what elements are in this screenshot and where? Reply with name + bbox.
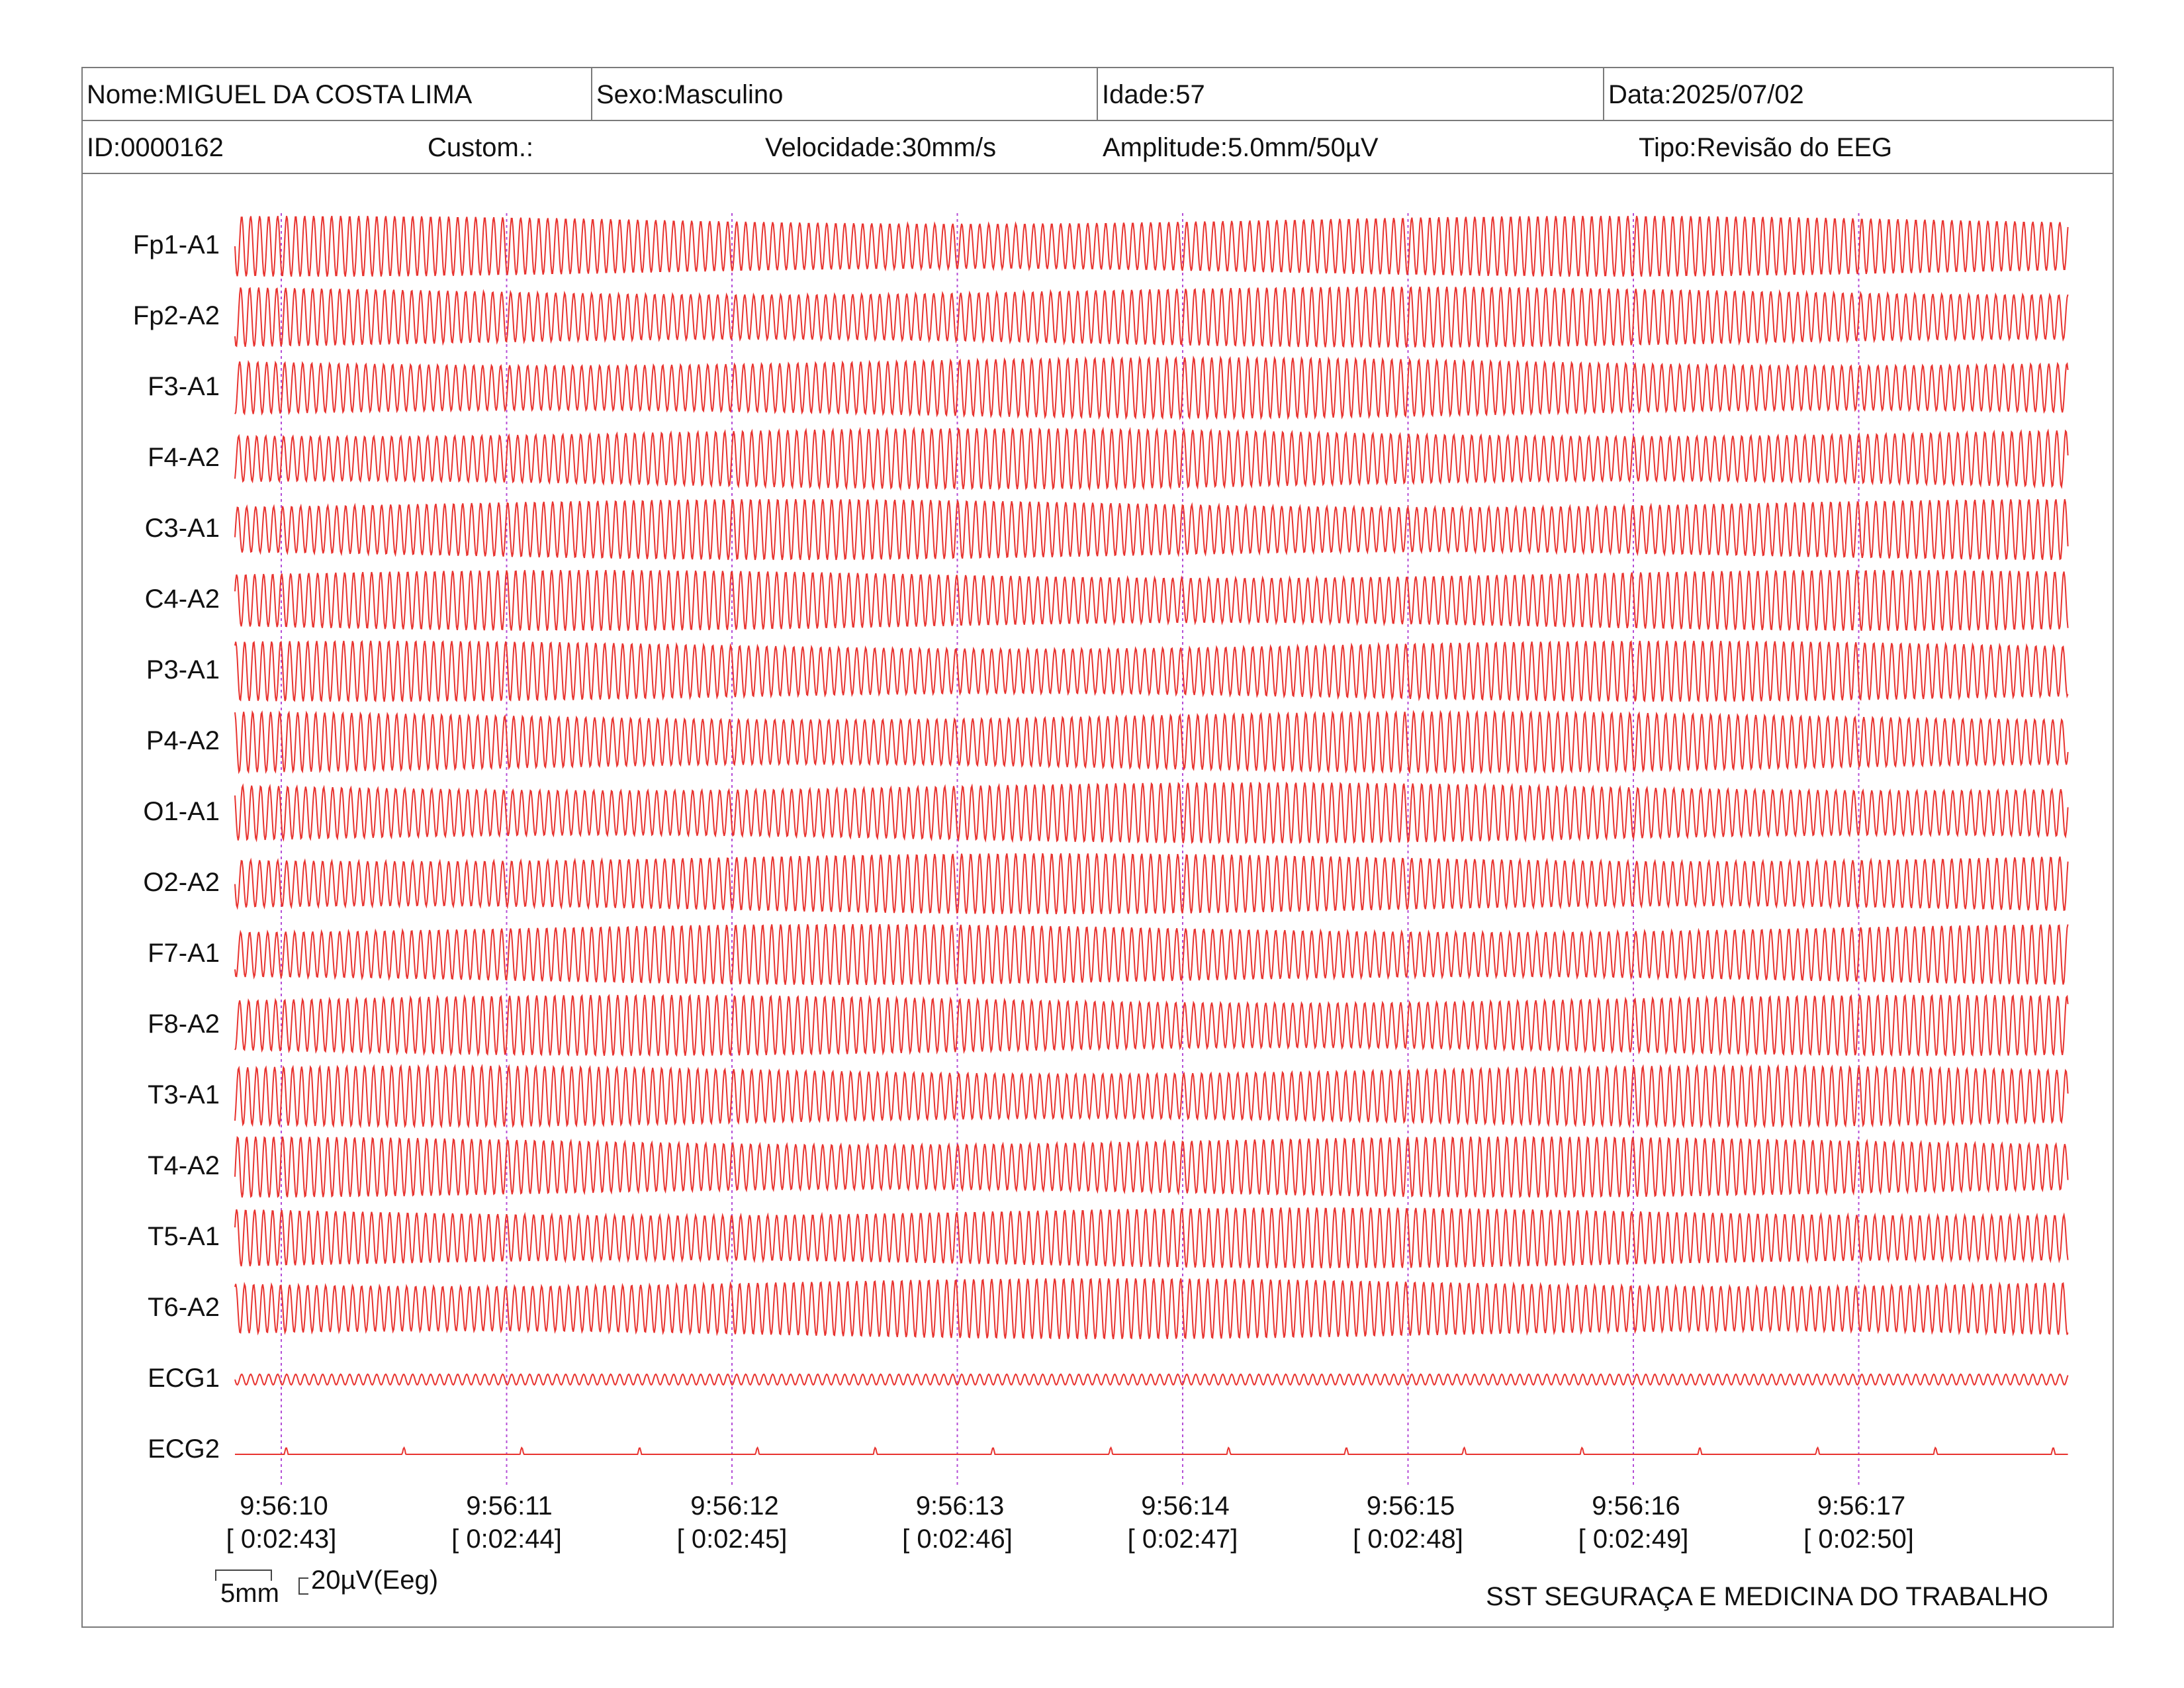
time-mark-elapsed: [ 0:02:50] xyxy=(1803,1524,1914,1554)
time-mark-clock: 9:56:17 xyxy=(1817,1491,1906,1521)
channel-label: O2-A2 xyxy=(143,868,220,897)
channel-label: F8-A2 xyxy=(148,1009,220,1039)
channel-label: Fp2-A2 xyxy=(132,301,220,330)
exam-type: Tipo:Revisão do EEG xyxy=(1639,133,1893,162)
time-mark-elapsed: [ 0:02:43] xyxy=(226,1524,337,1554)
channel-label: T5-A1 xyxy=(148,1222,220,1251)
header-row-patient: Nome:MIGUEL DA COSTA LIMA Sexo:Masculino… xyxy=(83,68,2113,121)
time-mark-clock: 9:56:13 xyxy=(915,1491,1005,1521)
exam-date: Data:2025/07/02 xyxy=(1603,68,2113,120)
speed-setting: Velocidade:30mm/s xyxy=(765,133,997,162)
channel-trace xyxy=(234,923,2069,986)
channel-trace xyxy=(234,215,2069,277)
channel-trace xyxy=(234,781,2069,845)
channel-trace xyxy=(234,1135,2069,1199)
channel-trace xyxy=(234,355,2069,421)
time-mark-clock: 9:56:11 xyxy=(466,1491,553,1521)
channel-label: F7-A1 xyxy=(148,939,220,968)
channel-trace xyxy=(234,498,2069,561)
patient-name: Nome:MIGUEL DA COSTA LIMA xyxy=(87,80,473,109)
channel-trace xyxy=(234,426,2069,491)
time-mark-clock: 9:56:10 xyxy=(240,1491,328,1521)
channel-label: T6-A2 xyxy=(148,1293,220,1322)
channel-label: ECG1 xyxy=(148,1364,220,1393)
channel-label: T4-A2 xyxy=(148,1151,220,1180)
channel-trace xyxy=(234,1064,2069,1129)
time-mark-clock: 9:56:14 xyxy=(1141,1491,1230,1521)
time-mark-elapsed: [ 0:02:47] xyxy=(1127,1524,1238,1554)
channel-label: F3-A1 xyxy=(148,372,220,401)
channel-trace xyxy=(234,569,2069,632)
channel-trace xyxy=(234,994,2069,1057)
channel-trace xyxy=(234,1278,2069,1340)
channel-label: T3-A1 xyxy=(148,1080,220,1109)
time-mark-clock: 9:56:15 xyxy=(1366,1491,1455,1521)
channel-trace xyxy=(234,286,2069,348)
time-mark-clock: 9:56:12 xyxy=(690,1491,779,1521)
channel-label: Fp1-A1 xyxy=(132,230,220,259)
time-mark-elapsed: [ 0:02:46] xyxy=(902,1524,1013,1554)
report-sheet: Nome:MIGUEL DA COSTA LIMA Sexo:Masculino… xyxy=(81,67,2114,1628)
channel-label: P4-A2 xyxy=(146,726,220,755)
patient-age: Idade:57 xyxy=(1097,68,1603,120)
time-mark-elapsed: [ 0:02:48] xyxy=(1353,1524,1463,1554)
custom-field: Custom.: xyxy=(428,133,534,162)
channel-label: C3-A1 xyxy=(144,514,220,543)
amplitude-setting: Amplitude:5.0mm/50µV xyxy=(1103,133,1379,162)
channel-label: O1-A1 xyxy=(143,797,220,826)
time-mark-elapsed: [ 0:02:44] xyxy=(451,1524,562,1554)
channel-label: ECG2 xyxy=(148,1434,220,1464)
header-row-settings: ID:0000162 Custom.: Velocidade:30mm/s Am… xyxy=(83,121,2113,174)
channel-trace xyxy=(235,1446,2068,1455)
scale-time-label: 5mm xyxy=(220,1579,279,1608)
channel-trace xyxy=(234,710,2069,774)
channel-label: P3-A1 xyxy=(146,655,220,684)
time-mark-clock: 9:56:16 xyxy=(1592,1491,1680,1521)
footer-brand: SST SEGURAÇA E MEDICINA DO TRABALHO xyxy=(1486,1582,2048,1611)
channel-trace xyxy=(234,639,2069,703)
scale-amplitude-label: 20µV(Eeg) xyxy=(311,1566,439,1595)
patient-sex: Sexo:Masculino xyxy=(591,68,1097,120)
time-mark-elapsed: [ 0:02:45] xyxy=(676,1524,788,1554)
channel-trace xyxy=(234,1373,2069,1386)
time-mark-elapsed: [ 0:02:49] xyxy=(1578,1524,1689,1554)
channel-label: F4-A2 xyxy=(148,443,220,472)
patient-id: ID:0000162 xyxy=(87,133,224,162)
channel-trace xyxy=(234,1207,2069,1269)
channel-label: C4-A2 xyxy=(144,585,220,614)
channel-trace xyxy=(234,853,2069,915)
